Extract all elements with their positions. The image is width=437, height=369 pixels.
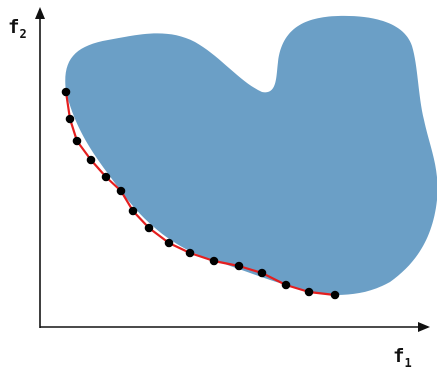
pareto-point-16 [330,290,340,300]
y-axis-label: f2 [8,16,27,41]
pareto-point-5 [101,172,111,182]
pareto-point-10 [185,248,195,258]
pareto-front-points [61,87,340,300]
pareto-point-15 [304,287,314,297]
pareto-front [61,87,340,300]
pareto-point-14 [281,280,291,290]
pareto-point-2 [65,114,75,124]
pareto-point-6 [116,186,126,196]
pareto-point-7 [128,206,138,216]
pareto-front-line [64,90,337,297]
feasible-region [65,15,437,295]
pareto-point-9 [164,238,174,248]
x-axis-label: f1 [393,345,412,369]
pareto-point-13 [257,268,267,278]
pareto-point-8 [144,223,154,233]
pareto-point-3 [72,136,82,146]
pareto-point-11 [209,256,219,266]
pareto-point-1 [61,87,71,97]
pareto-point-12 [234,261,244,271]
pareto-point-4 [86,155,96,165]
